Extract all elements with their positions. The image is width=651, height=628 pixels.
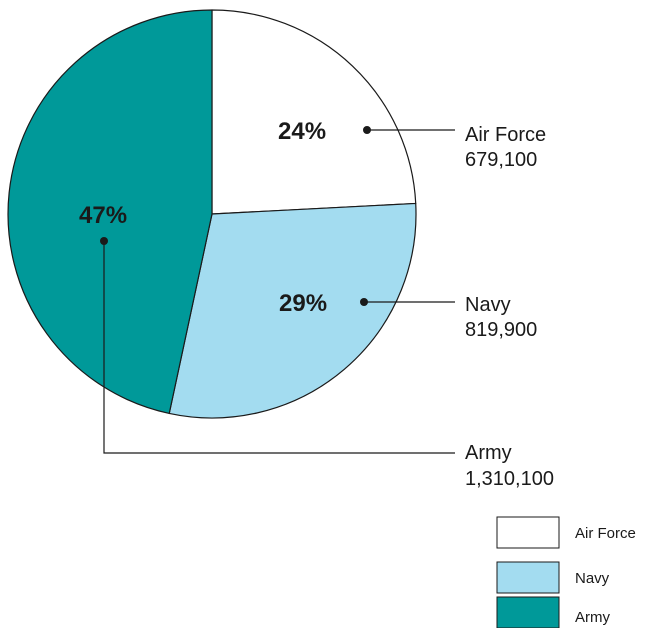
legend-label-air-force: Air Force	[575, 525, 636, 542]
legend-swatch-navy	[496, 561, 560, 594]
pct-label-navy: 29%	[279, 290, 327, 317]
pct-label-air-force: 24%	[278, 118, 326, 145]
leader-lines	[100, 126, 455, 454]
callout-value-navy: 819,900	[465, 319, 537, 341]
pct-label-army: 47%	[79, 202, 127, 229]
callout-value-army: 1,310,100	[465, 468, 554, 490]
legend-label-navy: Navy	[575, 570, 610, 587]
pie-slice-army	[7, 9, 213, 415]
callout-label-navy: Navy	[465, 294, 511, 316]
legend-swatch-air-force	[496, 516, 560, 549]
pie-slice-air-force	[211, 9, 417, 215]
legend-label-army: Army	[575, 609, 610, 626]
pie-slice-navy	[168, 202, 417, 419]
leader-dot-air-force	[363, 126, 371, 134]
leader-dot-navy	[360, 298, 368, 306]
pie-slices	[7, 9, 417, 419]
leader-line-army	[103, 241, 455, 454]
legend: Air Force Navy Army	[496, 516, 636, 628]
legend-swatch-army	[496, 596, 560, 628]
leader-dot-army	[100, 237, 108, 245]
callout-label-air-force: Air Force	[465, 124, 546, 146]
callout-value-air-force: 679,100	[465, 149, 537, 171]
callout-label-army: Army	[465, 442, 512, 464]
